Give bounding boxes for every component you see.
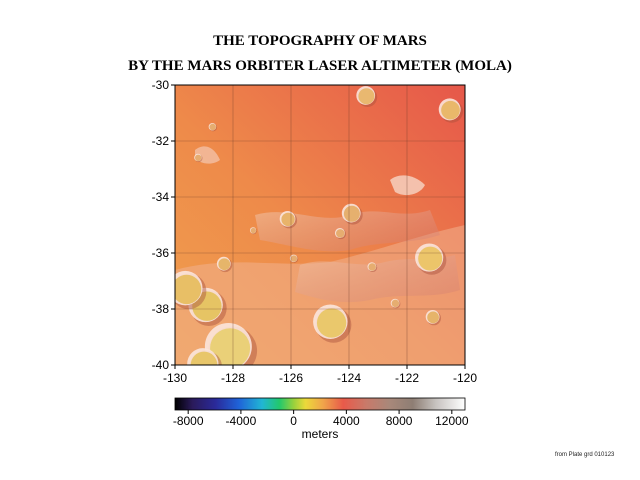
x-tick-label: -120 <box>453 371 477 385</box>
y-tick-label: -34 <box>152 190 170 204</box>
y-tick-label: -32 <box>152 134 170 148</box>
y-tick-label: -40 <box>152 358 170 372</box>
crater-floor <box>358 88 375 105</box>
crater-floor <box>209 123 216 131</box>
crater-floor <box>343 205 360 222</box>
crater-floor <box>441 100 460 120</box>
x-tick-label: -124 <box>337 371 361 385</box>
colorbar <box>174 397 466 411</box>
map-title-line-2: BY THE MARS ORBITER LASER ALTIMETER (MOL… <box>128 58 512 74</box>
x-tick-label: -122 <box>395 371 419 385</box>
crater-floor <box>290 255 298 262</box>
ridge-texture <box>390 175 425 196</box>
crater-floor <box>368 263 376 271</box>
crater-floor <box>194 154 202 162</box>
colorbar-tick-label: 8000 <box>386 414 413 428</box>
y-tick-label: -38 <box>152 302 170 316</box>
crater-floor <box>210 328 251 365</box>
colorbar-tick-label: 4000 <box>333 414 360 428</box>
ridge-texture <box>255 210 440 252</box>
colorbar-tick-label: 12000 <box>435 414 469 428</box>
crater-floor <box>316 308 347 338</box>
crater-floor <box>391 299 400 308</box>
crater-floor <box>250 227 256 234</box>
map-title-line-1: THE TOPOGRAPHY OF MARS <box>213 33 427 49</box>
crater-floor <box>427 311 439 324</box>
ridge-texture <box>195 146 220 164</box>
crater-floor <box>190 351 218 365</box>
crater-floor <box>281 212 295 227</box>
crater-floor <box>175 274 202 305</box>
y-tick-label: -36 <box>152 246 170 260</box>
colorbar-tick-label: -8000 <box>173 414 204 428</box>
colorbar-tick-label: -4000 <box>226 414 257 428</box>
x-tick-label: -126 <box>279 371 303 385</box>
plot-frame <box>174 84 466 366</box>
source-note: from Plate grd 010123 <box>555 452 615 458</box>
colorbar-tick-label: 0 <box>290 414 297 428</box>
y-tick-label: -30 <box>152 78 170 92</box>
x-tick-label: -130 <box>163 371 187 385</box>
crater-floor <box>418 246 443 271</box>
crater-floor <box>336 229 345 238</box>
x-tick-label: -128 <box>221 371 245 385</box>
crater-floor <box>192 291 222 321</box>
colorbar-label: meters <box>302 427 339 441</box>
crater-floor <box>218 258 231 271</box>
